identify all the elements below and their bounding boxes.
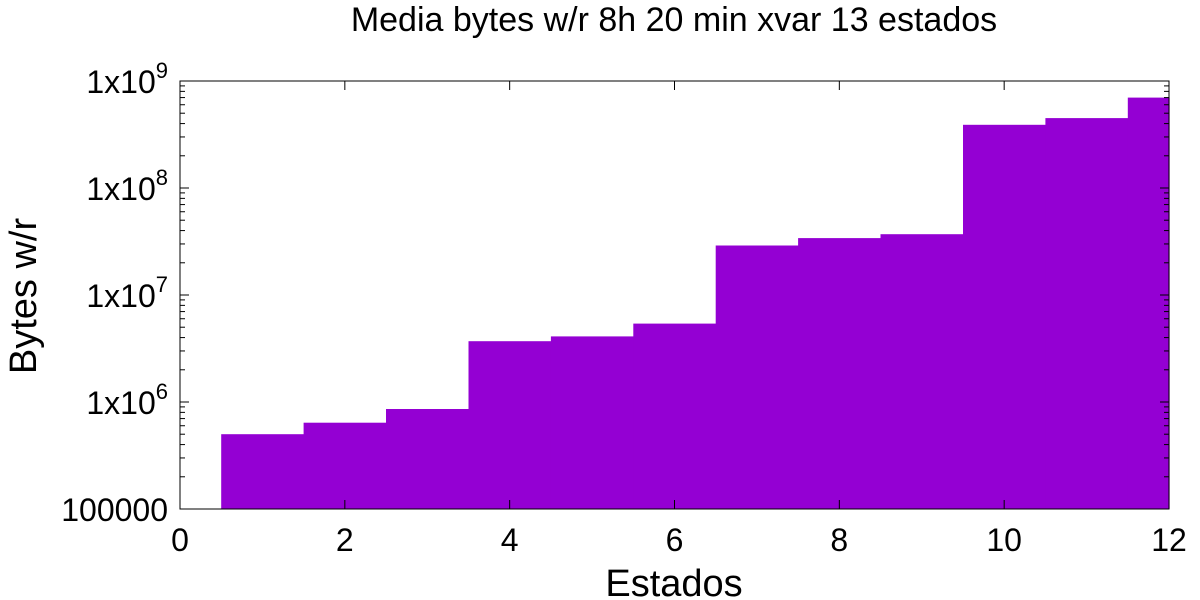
y-tick-label: 1x107 — [86, 272, 168, 314]
bar-9 — [880, 234, 964, 509]
bar-8 — [798, 238, 882, 509]
bar-2 — [303, 422, 387, 509]
plot-frame — [179, 80, 1170, 510]
bar-7 — [715, 245, 799, 509]
bar-5 — [550, 336, 634, 509]
bar-11 — [1045, 118, 1129, 509]
bar-1 — [221, 434, 305, 509]
y-axis-title: Bytes w/r — [3, 218, 45, 375]
bar-6 — [633, 323, 717, 509]
y-tick-label: 1x106 — [86, 379, 168, 421]
x-tick-label: 10 — [986, 522, 1022, 558]
x-axis-title: Estados — [605, 563, 742, 600]
x-tick-label: 0 — [171, 522, 189, 558]
bars-group — [221, 97, 1170, 510]
ticks-group: 0 2 4 6 8 10 12 100000 1x106 1x107 1x108 1x109 — [61, 58, 1187, 558]
x-tick-label: 8 — [830, 522, 848, 558]
y-tick-label: 100000 — [61, 492, 168, 528]
bar-3 — [386, 409, 469, 509]
chart-title: Media bytes w/r 8h 20 min xvar 13 estado… — [351, 1, 997, 39]
bar-12 — [1127, 97, 1170, 509]
x-tick-label: 12 — [1151, 522, 1187, 558]
bar-10 — [963, 124, 1046, 510]
x-tick-label: 4 — [501, 522, 519, 558]
y-tick-label: 1x108 — [86, 165, 168, 207]
x-tick-label: 2 — [336, 522, 354, 558]
x-tick-label: 6 — [666, 522, 684, 558]
bar-4 — [468, 341, 552, 509]
y-tick-label: 1x109 — [86, 58, 168, 100]
